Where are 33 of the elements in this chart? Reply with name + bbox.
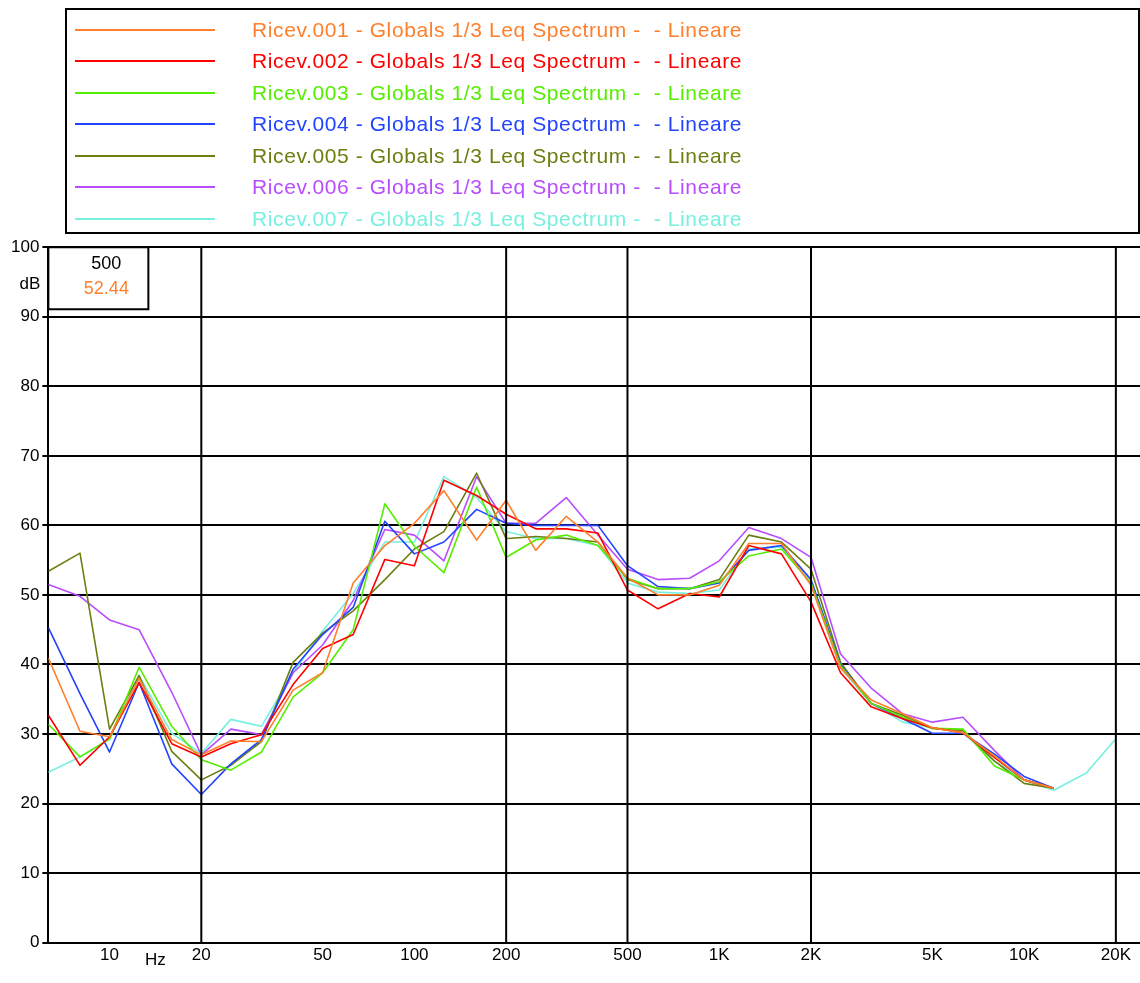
y-tick-label: 80 [20, 375, 40, 395]
x-tick-label: 500 [613, 945, 642, 965]
text: Ricev.002 - Globals 1/3 Leq Spectrum - - Lineare [252, 49, 743, 74]
text: Ricev.006 - Globals 1/3 Leq Spectrum - - Lineare [252, 175, 743, 200]
text: Ricev.001 - Globals 1/3 Leq Spectrum - - Lineare [252, 17, 743, 42]
text: Ricev.007 - Globals 1/3 Leq Spectrum - - Lineare [252, 206, 743, 231]
x-tick-label: 20 [191, 945, 211, 965]
x-axis-title: Hz [145, 950, 166, 970]
x-tick-label: 5K [921, 945, 944, 965]
x-tick-label: 10K [1008, 945, 1040, 965]
y-tick-label: 70 [20, 445, 40, 465]
y-tick-label: 40 [20, 654, 40, 674]
y-tick-label: 0 [29, 932, 40, 952]
text: Ricev.003 - Globals 1/3 Leq Spectrum - - Lineare [252, 80, 743, 105]
x-tick-label: 50 [313, 945, 333, 965]
y-tick-label: 60 [20, 515, 40, 535]
y-axis-title: dB [19, 273, 41, 293]
text: Ricev.004 - Globals 1/3 Leq Spectrum - - Lineare [252, 112, 743, 137]
y-tick-label: 90 [20, 306, 40, 326]
x-tick-label: 2K [800, 945, 823, 965]
y-tick-label: 50 [20, 584, 40, 604]
x-tick-label: 1K [708, 945, 731, 965]
x-tick-label: 200 [491, 945, 521, 965]
annotation: 500 [91, 253, 122, 274]
annotation: 52.44 [83, 278, 129, 299]
y-tick-label: 100 [10, 236, 40, 256]
x-tick-label: 20K [1100, 945, 1132, 965]
x-tick-label: 10 [100, 945, 119, 965]
y-tick-label: 20 [20, 793, 40, 813]
y-tick-label: 30 [20, 723, 40, 743]
x-tick-label: 100 [400, 945, 429, 965]
y-tick-label: 10 [20, 862, 40, 882]
text: Ricev.005 - Globals 1/3 Leq Spectrum - - Lineare [252, 143, 743, 168]
